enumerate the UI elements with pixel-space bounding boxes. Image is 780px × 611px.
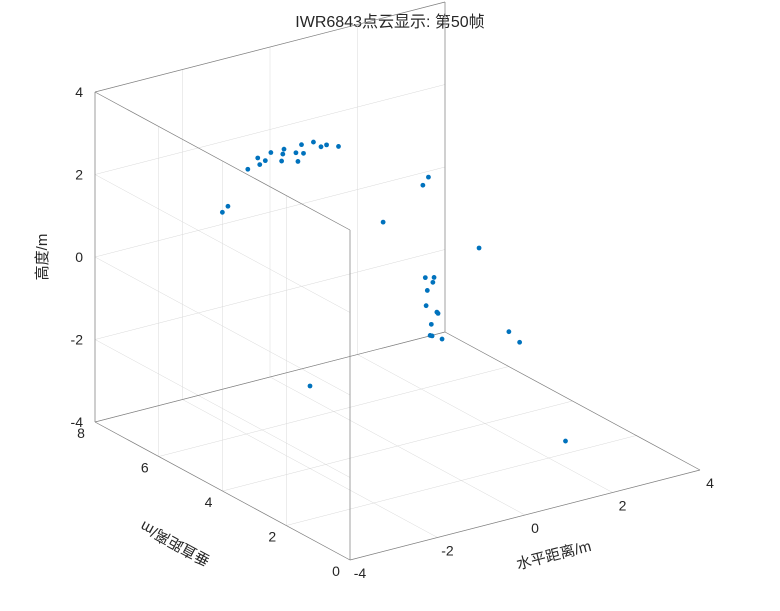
data-point <box>245 167 250 172</box>
data-point <box>319 144 324 149</box>
svg-text:6: 6 <box>141 460 149 476</box>
data-point <box>440 337 445 342</box>
svg-text:-2: -2 <box>441 543 454 559</box>
data-point <box>381 220 386 225</box>
z-axis-label: 高度/m <box>34 234 51 281</box>
data-point <box>296 159 301 164</box>
svg-text:2: 2 <box>619 498 627 514</box>
data-point <box>255 156 260 161</box>
data-point <box>563 439 568 444</box>
x-axis-label: 水平距离/m <box>515 538 593 574</box>
chart-container: IWR6843点云显示: 第50帧 -4-202402468-4-2024水平距… <box>0 0 780 611</box>
data-point <box>294 150 299 155</box>
y-axis-label: 垂直距离/m <box>138 517 214 568</box>
data-point <box>279 159 284 164</box>
data-point <box>430 334 435 339</box>
svg-text:0: 0 <box>531 520 539 536</box>
data-point <box>299 142 304 147</box>
data-point <box>432 275 437 280</box>
data-point <box>282 147 287 152</box>
data-point <box>506 329 511 334</box>
svg-text:-4: -4 <box>354 565 367 581</box>
data-point <box>263 158 268 163</box>
data-point <box>257 162 262 167</box>
svg-text:4: 4 <box>75 84 83 100</box>
data-point <box>220 210 225 215</box>
data-point <box>477 246 482 251</box>
data-point <box>436 311 441 316</box>
svg-text:4: 4 <box>706 475 714 491</box>
data-point <box>226 204 231 209</box>
data-point <box>517 340 522 345</box>
data-point <box>336 144 341 149</box>
data-point <box>425 288 430 293</box>
data-point <box>308 384 313 389</box>
svg-text:0: 0 <box>75 249 83 265</box>
data-point <box>423 275 428 280</box>
data-point <box>311 140 316 145</box>
svg-text:2: 2 <box>75 167 83 183</box>
data-point <box>280 152 285 157</box>
scatter3d-plot: -4-202402468-4-2024水平距离/m垂直距离/m高度/m <box>0 0 780 611</box>
svg-text:2: 2 <box>268 529 276 545</box>
data-point <box>420 183 425 188</box>
data-point <box>426 175 431 180</box>
data-point <box>429 322 434 327</box>
svg-text:-2: -2 <box>71 332 84 348</box>
data-point <box>301 151 306 156</box>
data-point <box>324 142 329 147</box>
data-point <box>430 280 435 285</box>
data-point <box>268 150 273 155</box>
data-point <box>424 303 429 308</box>
svg-text:0: 0 <box>332 563 340 579</box>
svg-text:4: 4 <box>205 494 213 510</box>
svg-text:-4: -4 <box>71 414 84 430</box>
